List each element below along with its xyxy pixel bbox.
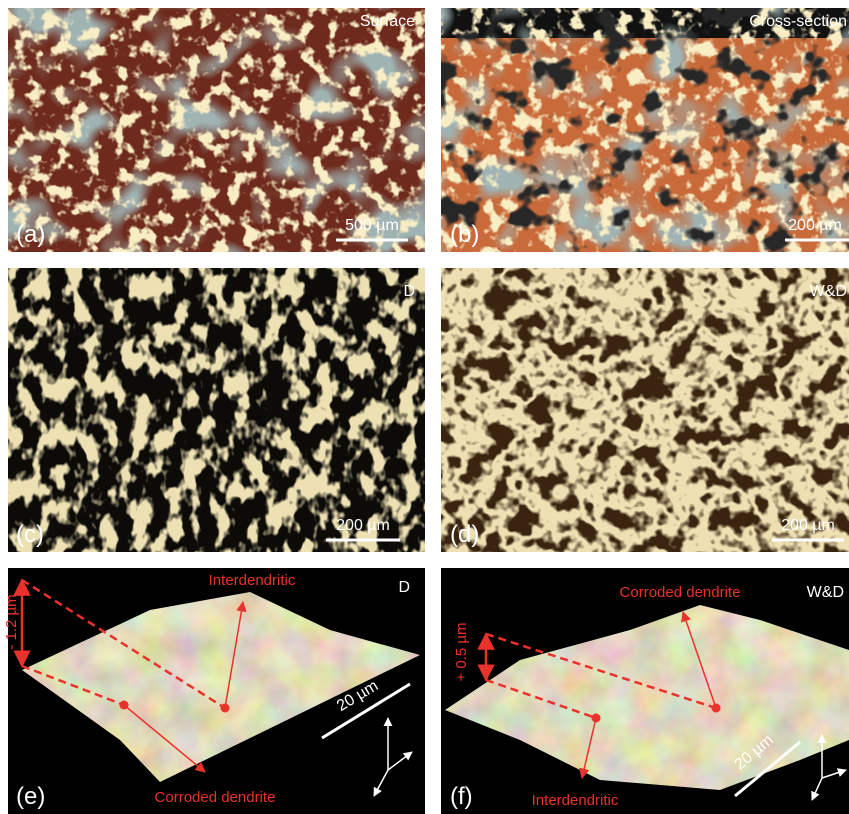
marker-dot [119,700,129,710]
height-label: + 0.5 µm [453,622,470,681]
annotation-lines [477,611,717,780]
panel-label: (f) [450,783,473,810]
micrograph-d [441,268,849,552]
scale-bar-label: 200 µm [781,517,835,534]
marker-dot [220,703,230,713]
panel-title: D [398,579,410,596]
panel-label: (b) [450,221,479,248]
height-label: - 1.2 µm [3,594,20,649]
scale-bar-label: 200 µm [336,517,390,534]
micrograph-b [441,8,849,252]
micrograph-c [8,268,425,552]
annotation: Corroded dendrite [620,584,741,601]
scale-bar-label: 500 µm [345,217,399,234]
axis-arrows [811,734,847,801]
panel-title: Surface [360,13,415,30]
panel-title: Cross-section [749,13,847,30]
annotation: Interdendritic [532,792,619,809]
panel-title: W&D [810,283,847,300]
panel-label: (d) [450,521,479,548]
micrograph-a [8,8,425,252]
annotation: Interdendritic [209,572,296,589]
panel-label: (a) [16,221,45,248]
scale-bar [734,740,801,798]
annotation-lines [13,578,247,773]
panel-title: W&D [807,584,844,601]
panel-title: D [403,283,415,300]
axis-arrows [373,717,413,797]
marker-dot [591,713,601,723]
scale-bar [321,682,411,740]
annotation: Corroded dendrite [155,789,276,806]
marker-dot [711,703,721,713]
panel-label: (c) [16,521,44,548]
panel-label: (e) [16,783,45,810]
scale-bar-label: 200 µm [788,217,842,234]
